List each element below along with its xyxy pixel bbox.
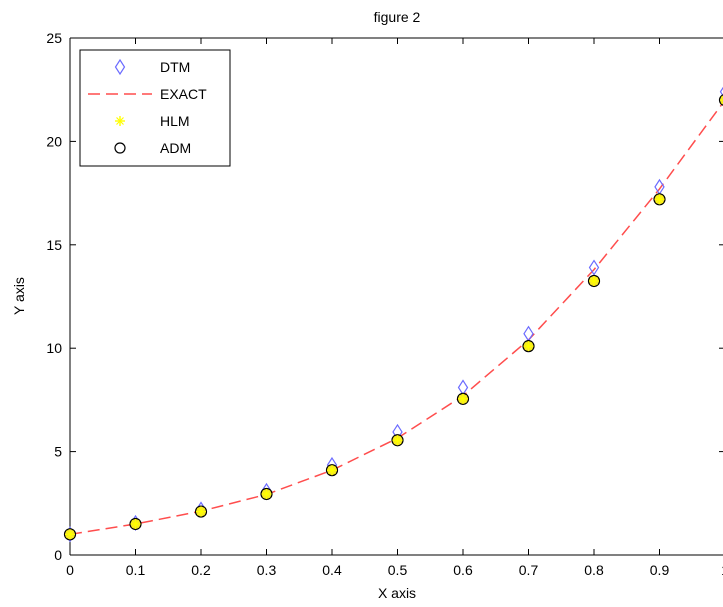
point-hlm [261, 488, 272, 499]
point-hlm [523, 341, 534, 352]
x-tick-label: 0.9 [650, 562, 670, 578]
legend-items: DTM EXACT HLM ADM [88, 58, 207, 156]
legend-swatch-dtm [114, 58, 126, 76]
y-axis-label: Y axis [11, 277, 27, 315]
legend: DTM EXACT HLM ADM [79, 49, 231, 167]
tick-group: 00.10.20.30.40.50.60.70.80.910510152025 [46, 30, 723, 578]
star-stroke [590, 277, 598, 285]
y-tick-label: 5 [54, 444, 62, 460]
legend-box [79, 49, 231, 167]
star-stroke [328, 466, 336, 475]
star-stroke [116, 117, 124, 125]
point-hlm [130, 518, 141, 529]
y-tick-label: 25 [46, 30, 62, 46]
chart-title: figure 2 [374, 9, 421, 25]
x-axis-label: X axis [378, 585, 416, 601]
series-hlm [65, 96, 723, 540]
x-tick-label: 0.6 [453, 562, 473, 578]
legend-label-dtm: DTM [160, 59, 190, 75]
point-hlm [196, 506, 206, 517]
star-stroke [262, 490, 271, 498]
x-tick-label: 0 [66, 562, 74, 578]
point-hlm [65, 529, 75, 540]
legend-label-adm: ADM [160, 140, 191, 156]
star-stroke [655, 195, 664, 204]
point-hlm [458, 393, 468, 404]
x-tick-label: 0.1 [126, 562, 146, 578]
point-dtm [588, 259, 600, 276]
y-tick-label: 15 [46, 237, 62, 253]
x-tick-label: 0.8 [584, 562, 604, 578]
legend-item-dtm: DTM [114, 58, 190, 76]
y-tick-label: 0 [54, 547, 62, 563]
x-tick-label: 0.7 [519, 562, 539, 578]
x-tick-label: 0.2 [191, 562, 211, 578]
legend-item-exact: EXACT [88, 86, 207, 102]
y-tick-label: 20 [46, 133, 62, 149]
legend-label-exact: EXACT [160, 86, 207, 102]
star-stroke [197, 507, 205, 516]
legend-swatch-hlm [115, 116, 125, 126]
point-hlm [327, 465, 337, 476]
star-stroke [66, 530, 74, 539]
x-tick-label: 0.4 [322, 562, 342, 578]
y-tick-label: 10 [46, 340, 62, 356]
star-stroke [524, 342, 533, 351]
point-hlm [392, 435, 403, 446]
star-stroke [459, 394, 467, 403]
star-stroke [131, 520, 140, 528]
x-tick-label: 0.3 [257, 562, 277, 578]
legend-item-adm: ADM [114, 140, 191, 156]
x-tick-label: 1 [721, 562, 723, 578]
point-hlm [654, 194, 665, 205]
point-dtm [719, 86, 723, 97]
star-stroke [393, 436, 402, 445]
point-hlm [589, 275, 599, 286]
legend-swatch-adm [114, 142, 126, 154]
legend-item-hlm: HLM [115, 113, 190, 129]
legend-label-hlm: HLM [160, 113, 190, 129]
series-group [63, 86, 723, 543]
x-tick-label: 0.5 [388, 562, 408, 578]
